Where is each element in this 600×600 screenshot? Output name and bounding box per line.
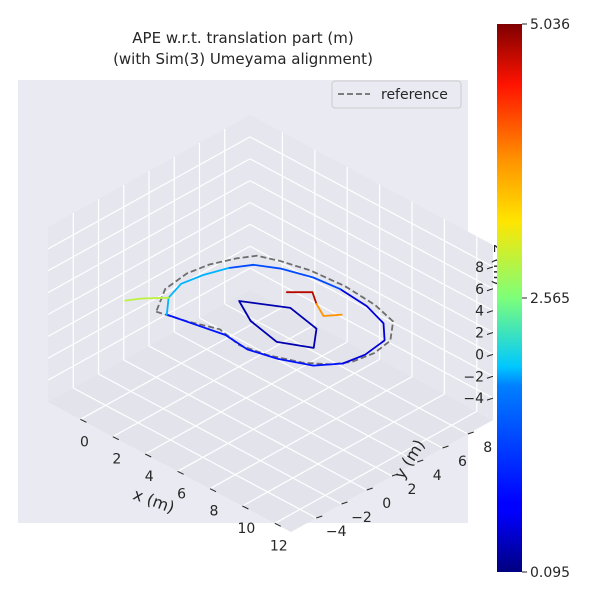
estimate-segment-0 [165, 313, 344, 367]
y-tick-label: 2 [408, 482, 417, 498]
y-tick [366, 487, 373, 491]
z-tick [486, 266, 494, 270]
x-tick-label: 10 [237, 521, 255, 537]
grid-line-z [249, 201, 494, 334]
grid-line-z [249, 136, 494, 268]
estimate-segment-1 [339, 288, 386, 365]
grid-line-y [173, 331, 418, 463]
grid-line-z [47, 245, 251, 359]
chart-title-line2: (with Sim(3) Umeyama alignment) [113, 50, 373, 68]
y-tick-label: 8 [483, 440, 492, 456]
z-tick [486, 375, 494, 379]
y-tick-label: 4 [433, 468, 442, 484]
x-tick-label: 6 [177, 486, 186, 502]
grid-line-z [47, 201, 251, 316]
grid-line-y [72, 387, 317, 519]
x-tick [177, 470, 184, 475]
colorbar-label-min: 0.095 [530, 565, 570, 581]
z-tick-label: −2 [463, 369, 484, 385]
y-tick-label: −4 [326, 524, 347, 540]
chart-title-line1: APE w.r.t. translation part (m) [132, 29, 353, 47]
x-tick-label: 2 [112, 452, 121, 468]
x-tick [112, 436, 120, 441]
colorbar [497, 24, 522, 572]
reference-path [155, 254, 395, 366]
x-tick [80, 418, 87, 423]
estimated-trajectory [124, 263, 386, 367]
z-tick-label: 4 [475, 304, 484, 320]
grid-line-z [47, 180, 251, 294]
grid-line-y [148, 345, 393, 477]
estimate-segment-3 [165, 267, 230, 316]
colorbar-label-mid: 2.565 [530, 291, 570, 307]
grid-line-z [249, 267, 494, 399]
grid-line-y [199, 317, 443, 449]
y-tick [391, 473, 399, 477]
x-tick [209, 488, 217, 493]
grid-line-z [249, 180, 494, 312]
grid-line-z [249, 223, 494, 355]
z-tick [486, 310, 494, 314]
estimate-segment-4 [124, 296, 170, 302]
z-tick [486, 288, 494, 292]
grid-line-y [98, 373, 342, 505]
y-tick [442, 445, 449, 449]
z-tick [486, 397, 494, 401]
legend: reference [331, 80, 462, 109]
legend-box [331, 80, 462, 109]
y-tick [316, 515, 323, 519]
estimate-segment-2 [227, 263, 342, 291]
x-tick [144, 453, 152, 458]
x-tick-label: 12 [270, 538, 288, 554]
x-tick [242, 505, 249, 510]
z-tick-label: 0 [475, 347, 484, 363]
grid-line-z [47, 136, 251, 250]
grid-lines [47, 129, 494, 524]
grid-line-z [47, 158, 251, 272]
x-tick-label: 4 [145, 469, 154, 485]
z-tick-label: 6 [475, 282, 484, 298]
z-tick [486, 332, 494, 335]
x-tick [274, 522, 282, 527]
grid-line-y [224, 303, 469, 435]
y-tick [341, 501, 348, 505]
estimate-segment-5 [238, 300, 318, 349]
y-tick-label: 0 [382, 496, 391, 512]
y-tick [467, 431, 474, 435]
reference-trajectory [155, 254, 395, 366]
grid-line-z [249, 158, 494, 290]
z-tick-label: 8 [475, 260, 484, 276]
legend-label-reference: reference [381, 87, 448, 103]
x-tick-label: 0 [80, 434, 89, 450]
z-tick [486, 353, 494, 357]
grid-line-y [123, 359, 368, 491]
y-tick-label: −2 [351, 510, 372, 526]
z-tick-label: 2 [475, 326, 484, 342]
z-tick-label: −4 [463, 391, 484, 407]
x-tick-label: 8 [210, 504, 219, 520]
estimate-segment-6 [285, 291, 318, 305]
y-tick [417, 459, 424, 463]
grid-line-z [47, 267, 251, 381]
colorbar-label-max: 5.036 [530, 17, 570, 33]
y-tick-label: 6 [458, 454, 467, 470]
estimate-segment-7 [315, 303, 343, 317]
grid-line-z [47, 223, 251, 337]
